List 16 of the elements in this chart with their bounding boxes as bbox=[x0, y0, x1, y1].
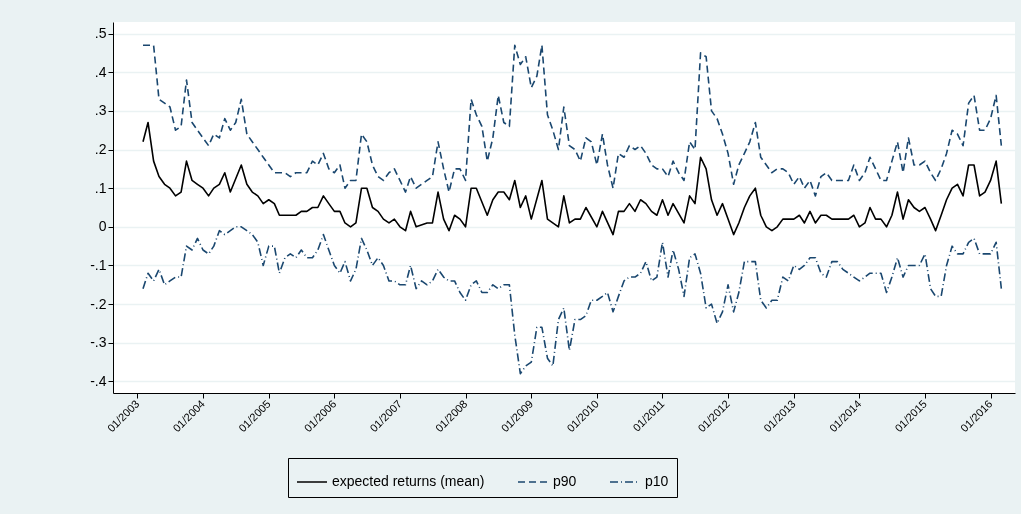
legend-label: expected returns (mean) bbox=[332, 473, 485, 489]
y-tick-label: .4 bbox=[94, 63, 107, 80]
legend-label: p90 bbox=[553, 473, 577, 489]
line-series bbox=[142, 44, 1003, 197]
y-tick-label: -.4 bbox=[90, 372, 107, 389]
line-series bbox=[142, 121, 1003, 236]
y-tick-label: 0 bbox=[98, 218, 107, 235]
y-tick-label: .5 bbox=[94, 25, 107, 42]
y-tick-label: .2 bbox=[94, 141, 107, 158]
y-tick-label: -.2 bbox=[90, 295, 107, 312]
y-tick-label: -.1 bbox=[90, 256, 107, 273]
y-tick-label: -.3 bbox=[90, 334, 107, 351]
line-series bbox=[142, 226, 1003, 375]
y-tick-label: .1 bbox=[94, 179, 107, 196]
legend-label: p10 bbox=[645, 473, 669, 489]
y-tick-label: .3 bbox=[94, 102, 107, 119]
